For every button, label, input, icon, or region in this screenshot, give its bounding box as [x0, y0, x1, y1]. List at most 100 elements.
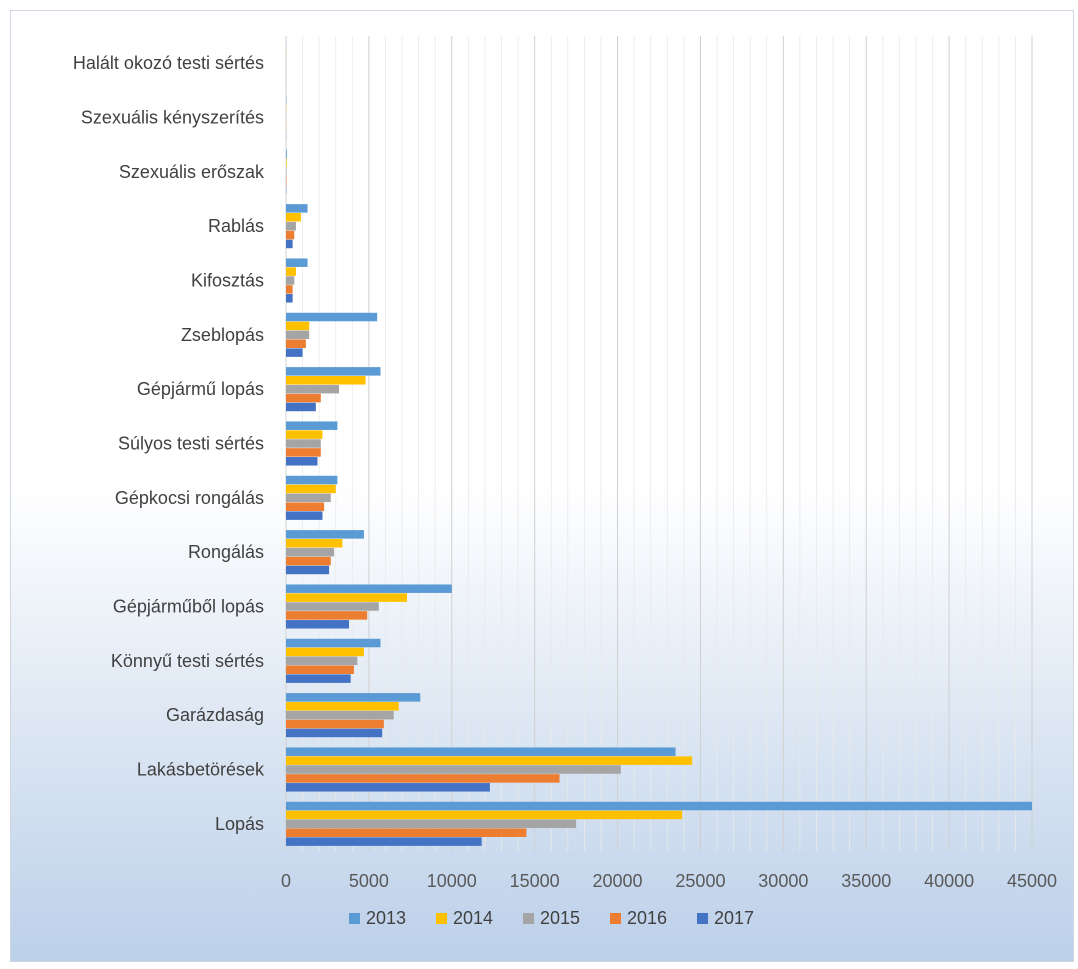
bar-2017-5 — [286, 565, 330, 575]
bar-2016-8 — [286, 393, 321, 403]
bar-2017-0 — [286, 837, 482, 846]
bar-2016-9 — [286, 339, 306, 348]
bar-2014-12 — [286, 158, 287, 168]
category-label: Kifosztás — [191, 271, 264, 291]
legend-label-2015: 2015 — [540, 908, 580, 928]
bar-2013-4 — [286, 584, 452, 593]
x-tick-label: 0 — [281, 871, 291, 891]
category-label: Halált okozó testi sértés — [73, 53, 264, 73]
x-tick-label: 40000 — [924, 871, 974, 891]
x-tick-label: 15000 — [510, 871, 560, 891]
bar-chart: Lopás Lakásbetörések Garázdaság Könnyű test… — [73, 36, 1057, 928]
bar-2013-5 — [286, 530, 364, 539]
bar-2015-7 — [286, 439, 321, 448]
category-label: Szexuális kényszerítés — [81, 108, 264, 128]
bar-2017-10 — [286, 294, 293, 303]
bar-2013-0 — [286, 801, 1032, 811]
x-tick-label: 20000 — [593, 871, 643, 891]
bar-2015-8 — [286, 384, 340, 394]
bars — [286, 41, 1032, 846]
bar-2014-9 — [286, 321, 310, 331]
category-label: Gépjárműből lopás — [113, 597, 264, 617]
bar-2013-10 — [286, 258, 308, 267]
x-tick-label: 35000 — [841, 871, 891, 891]
bar-2014-0 — [286, 810, 683, 820]
bar-2016-0 — [286, 828, 527, 837]
legend: 2013 2014 2015 2016 2017 — [349, 908, 754, 928]
bar-2013-12 — [286, 149, 287, 159]
category-label: Rablás — [208, 216, 264, 236]
category-label: Lakásbetörések — [137, 760, 265, 780]
category-label: Lopás — [215, 814, 264, 834]
bar-2013-3 — [286, 638, 381, 648]
category-label: Súlyos testi sértés — [118, 434, 264, 454]
category-label: Zseblopás — [181, 325, 264, 345]
category-label: Rongálás — [188, 542, 264, 562]
bar-2015-9 — [286, 330, 310, 340]
bar-2014-5 — [286, 539, 343, 548]
category-label: Szexuális erőszak — [119, 162, 265, 182]
category-label: Könnyű testi sértés — [111, 651, 264, 671]
bar-2014-3 — [286, 647, 364, 657]
category-labels: Lopás Lakásbetörések Garázdaság Könnyű test… — [73, 53, 265, 834]
x-tick-label: 10000 — [427, 871, 477, 891]
bar-2014-7 — [286, 430, 323, 439]
bar-2017-7 — [286, 457, 318, 466]
bar-2015-4 — [286, 602, 379, 611]
bar-2013-2 — [286, 693, 421, 702]
bar-2016-6 — [286, 502, 325, 511]
bar-2013-11 — [286, 204, 308, 213]
bar-2017-11 — [286, 239, 293, 249]
bar-2016-3 — [286, 665, 354, 674]
bar-2017-4 — [286, 620, 349, 629]
bar-2015-5 — [286, 547, 335, 557]
bar-2013-9 — [286, 312, 378, 322]
legend-label-2016: 2016 — [627, 908, 667, 928]
chart-frame: Lopás Lakásbetörések Garázdaság Könnyű test… — [10, 10, 1074, 962]
bar-2017-6 — [286, 511, 323, 520]
legend-swatch-2013 — [349, 913, 360, 924]
legend-label-2014: 2014 — [453, 908, 493, 928]
bar-2016-4 — [286, 611, 368, 620]
bar-2016-10 — [286, 285, 293, 294]
legend-swatch-2014 — [436, 913, 447, 924]
bar-2016-7 — [286, 448, 321, 457]
bar-2016-1 — [286, 774, 560, 783]
legend-label-2017: 2017 — [714, 908, 754, 928]
x-axis-tick-labels: 0 5000 10000 15000 20000 25000 30000 35000 40000… — [281, 871, 1057, 891]
bar-2014-1 — [286, 756, 693, 765]
category-label: Gépkocsi rongálás — [115, 488, 264, 508]
bar-2017-8 — [286, 402, 316, 412]
bar-2016-2 — [286, 719, 384, 729]
bar-2015-3 — [286, 656, 358, 666]
bar-2017-2 — [286, 728, 383, 738]
bar-2015-10 — [286, 276, 295, 285]
bar-2017-3 — [286, 674, 351, 683]
legend-label-2013: 2013 — [366, 908, 406, 928]
bar-2014-2 — [286, 702, 399, 711]
gridlines — [285, 36, 1033, 851]
legend-swatch-2015 — [523, 913, 534, 924]
bar-2014-11 — [286, 213, 301, 222]
x-tick-label: 5000 — [349, 871, 389, 891]
bar-2015-0 — [286, 819, 577, 829]
category-label: Garázdaság — [166, 705, 264, 725]
legend-swatch-2016 — [610, 913, 621, 924]
bar-2016-11 — [286, 230, 295, 240]
bar-2014-8 — [286, 376, 366, 385]
bar-2013-1 — [286, 747, 676, 756]
bar-2015-11 — [286, 221, 296, 231]
bar-2013-6 — [286, 475, 338, 485]
bar-2015-1 — [286, 765, 621, 774]
bar-2014-10 — [286, 267, 296, 276]
x-tick-label: 30000 — [758, 871, 808, 891]
bar-2015-2 — [286, 710, 394, 720]
bar-2015-6 — [286, 493, 331, 503]
category-label: Gépjármű lopás — [137, 379, 264, 399]
x-tick-label: 25000 — [675, 871, 725, 891]
bar-2017-9 — [286, 348, 303, 357]
legend-swatch-2017 — [697, 913, 708, 924]
x-tick-label: 45000 — [1007, 871, 1057, 891]
bar-2016-5 — [286, 556, 331, 566]
bar-2017-1 — [286, 783, 490, 792]
